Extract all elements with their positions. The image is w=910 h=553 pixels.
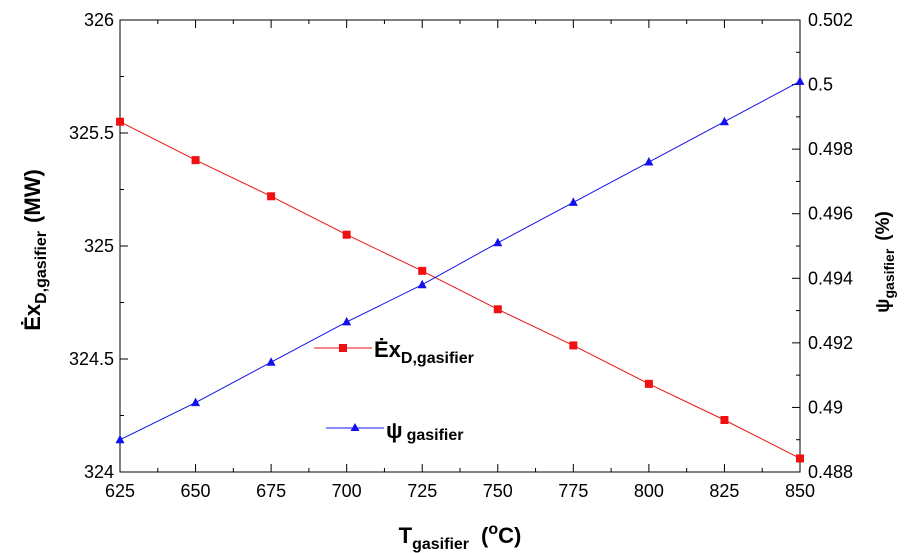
left-y-axis-title-unit: (MW) — [20, 169, 45, 223]
right-y-tick-label: 0.492 — [808, 333, 853, 353]
series-line-exergy — [119, 121, 801, 459]
legend: ĖxD,gasifier ψ gasifier — [314, 337, 474, 444]
data-point-psi — [115, 434, 125, 444]
legend-label-exergy-sub: D,gasifier — [401, 350, 474, 367]
data-point-psi — [719, 116, 729, 126]
x-tick-label: 850 — [785, 481, 815, 501]
left-y-tick-label: 324 — [84, 462, 114, 482]
x-tick-label: 800 — [634, 481, 664, 501]
right-y-axis-title-main: ψ — [873, 299, 894, 313]
left-y-axis-title: ĖxD,gasifier (MW) — [20, 169, 50, 331]
right-y-axis-title-unit: (%) — [873, 211, 894, 241]
x-tick-label: 675 — [256, 481, 286, 501]
data-point-psi — [493, 237, 503, 247]
right-y-tick-label: 0.498 — [808, 139, 853, 159]
data-point-exergy — [116, 117, 124, 126]
data-point-exergy — [796, 454, 804, 463]
data-point-exergy — [644, 379, 653, 388]
data-point-psi — [342, 316, 352, 326]
data-point-psi — [266, 357, 276, 366]
x-tick-label: 775 — [558, 481, 588, 501]
legend-label-exergy-main: Ėx — [374, 337, 402, 362]
data-point-psi — [191, 397, 201, 407]
plot-frame — [119, 19, 801, 473]
right-y-tick-label: 0.496 — [808, 204, 853, 224]
right-y-axis-title: ψgasifier (%) — [873, 211, 897, 313]
x-axis-title-unit-sup: o — [488, 521, 498, 538]
left-y-tick-label: 326 — [84, 10, 114, 30]
data-point-exergy — [493, 305, 502, 314]
data-point-psi — [417, 279, 427, 289]
legend-label-psi-main: ψ — [386, 418, 403, 443]
left-y-tick-label: 325 — [84, 236, 114, 256]
left-y-tick-label: 325.5 — [69, 123, 114, 143]
data-point-psi — [568, 197, 578, 206]
x-tick-label: 700 — [332, 481, 362, 501]
legend-marker-exergy — [339, 344, 347, 352]
left-y-axis-title-main: Ėx — [20, 303, 45, 331]
right-y-axis-title-sub: gasifier — [881, 248, 897, 298]
data-point-exergy — [418, 266, 427, 275]
series-line-psi — [119, 80, 801, 441]
x-tick-label: 650 — [181, 481, 211, 501]
data-point-exergy — [569, 341, 578, 350]
right-y-tick-label: 0.494 — [808, 268, 853, 288]
x-tick-label: 825 — [709, 481, 739, 501]
legend-label-exergy: ĖxD,gasifier — [374, 337, 474, 367]
data-point-exergy — [191, 156, 200, 165]
left-y-axis-title-sub: D,gasifier — [33, 231, 50, 304]
x-tick-label: 750 — [483, 481, 513, 501]
right-y-tick-label: 0.502 — [808, 10, 853, 30]
x-axis-title-unit-open: ( — [481, 523, 489, 548]
right-y-tick-label: 0.49 — [808, 397, 843, 417]
right-y-axis-ticks: 0.488 0.49 0.492 0.494 0.496 0.498 0.5 0.502 — [792, 10, 853, 482]
x-axis-title-unit-close: C) — [498, 523, 521, 548]
left-y-tick-label: 324.5 — [69, 349, 114, 369]
x-axis-title: Tgasifier (oC) — [399, 521, 522, 553]
x-tick-label: 725 — [407, 481, 437, 501]
data-point-psi — [644, 157, 654, 166]
x-tick-label: 625 — [105, 481, 135, 501]
right-y-tick-label: 0.5 — [808, 75, 833, 95]
x-axis-ticks: 625 650 675 700 725 750 775 800 825 850 — [105, 20, 815, 501]
data-point-exergy — [267, 192, 276, 201]
data-point-psi — [795, 76, 805, 85]
right-y-tick-label: 0.488 — [808, 462, 853, 482]
data-point-exergy — [720, 416, 729, 425]
x-axis-title-main: T — [399, 523, 413, 548]
x-axis-title-sub: gasifier — [412, 536, 469, 553]
data-point-exergy — [342, 230, 351, 239]
legend-label-psi-sub: gasifier — [407, 427, 464, 444]
series-layer — [115, 76, 805, 463]
left-y-axis-ticks: 324 324.5 325 325.5 326 — [69, 10, 128, 482]
legend-label-psi: ψ gasifier — [386, 418, 464, 444]
legend-marker-psi — [350, 423, 360, 431]
